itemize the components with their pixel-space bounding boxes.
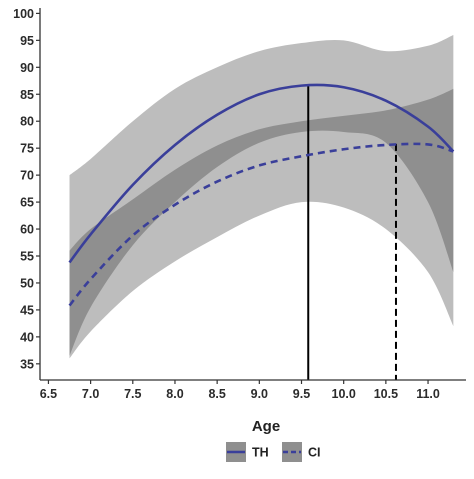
x-tick-label: 6.5 <box>40 387 57 401</box>
x-tick-label: 10.5 <box>374 387 398 401</box>
x-tick-label: 7.0 <box>82 387 99 401</box>
y-tick-label: 40 <box>20 330 34 344</box>
x-tick-label: 10.0 <box>332 387 356 401</box>
y-tick-label: 65 <box>20 196 34 210</box>
y-tick-label: 45 <box>20 303 34 317</box>
y-tick-label: 80 <box>20 115 34 129</box>
y-tick-label: 85 <box>20 88 34 102</box>
series-line-th <box>68 83 455 264</box>
x-tick-label: 8.5 <box>208 387 225 401</box>
legend-item-th: TH <box>226 442 269 462</box>
legend-item-ci: CI <box>282 442 321 462</box>
legend: TH CI <box>226 442 321 462</box>
x-tick-label: 7.5 <box>124 387 141 401</box>
reference-lines <box>307 85 397 380</box>
y-tick-label: 100 <box>13 7 34 21</box>
y-tick-label: 60 <box>20 223 34 237</box>
ci-band-ci <box>69 88 454 359</box>
y-tick-label: 90 <box>20 61 34 75</box>
ci-bands <box>69 34 454 359</box>
legend-label: TH <box>252 446 269 460</box>
series-lines <box>68 83 455 307</box>
legend-label: CI <box>308 446 321 460</box>
y-tick-label: 50 <box>20 276 34 290</box>
x-tick-label: 9.5 <box>293 387 310 401</box>
x-tick-label: 9.0 <box>251 387 268 401</box>
series-line-ci <box>68 142 454 307</box>
y-tick-label: 75 <box>20 142 34 156</box>
x-axis-title: Age <box>252 418 280 435</box>
y-tick-label: 70 <box>20 169 34 183</box>
axes: 35 40 45 50 55 60 65 70 75 80 85 90 95 100 6.5 7.0 7.5 8.… <box>13 7 466 401</box>
y-tick-label: 95 <box>20 34 34 48</box>
x-tick-label: 8.0 <box>166 387 183 401</box>
x-tick-label: 11.0 <box>416 387 440 401</box>
y-tick-label: 35 <box>20 357 34 371</box>
y-tick-label: 55 <box>20 250 34 264</box>
